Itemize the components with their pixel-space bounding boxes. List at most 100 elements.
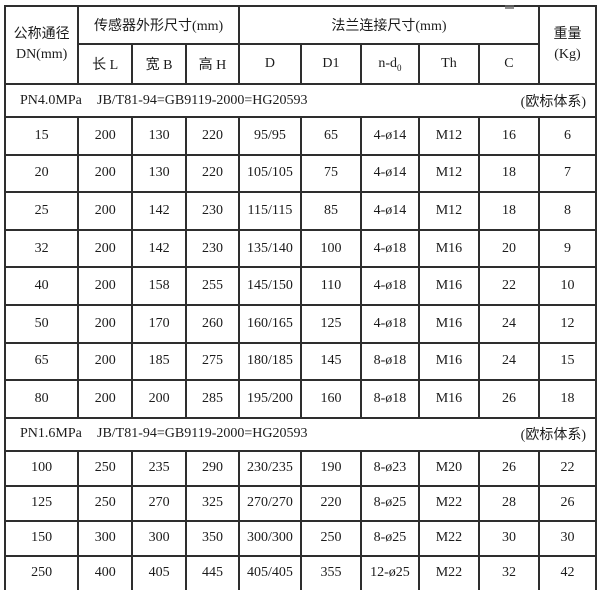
table-cell: 18 [477,153,540,194]
header-weight: 重量 (Kg) [537,5,598,85]
table-cell: 200 [77,153,134,194]
table-cell: 235 [131,449,188,487]
table-cell: 32 [477,554,540,590]
table-cell: 18 [477,191,540,231]
table-cell: 275 [185,341,240,382]
table-cell: 325 [185,484,240,522]
table-cell: 15 [3,116,80,156]
table-cell: 32 [3,228,80,269]
table-cell: 115/115 [237,191,302,231]
table-cell: 6 [537,116,598,156]
section-header-cell: PN4.0MPa JB/T81-94=GB9119-2000=HG20593 (欧标… [4,83,597,118]
table-cell: 145/150 [237,266,302,306]
table-cell: 355 [299,554,362,590]
table-row: 250 400 405 445 405/405 355 12-ø25 M22 32 42 [3,554,598,590]
table-cell: M16 [417,379,480,419]
table-cell: 30 [537,519,598,557]
table-cell: 20 [3,153,80,194]
table-cell: 65 [3,341,80,382]
table-cell: 285 [185,379,240,419]
header-weight-line1: 重量 [553,26,582,42]
table-row: 25 200 142 230 115/115 85 4-ø14 M12 18 8 [3,191,598,231]
table-row: 20 200 130 220 105/105 75 4-ø14 M12 18 7 [3,153,598,194]
table-cell: 135/140 [237,228,302,269]
header-nominal-diameter-line2: DN(mm) [15,47,68,62]
table-cell: 4-ø18 [359,303,420,344]
table-cell: 300 [131,519,188,557]
header-th: Th [417,43,480,85]
header-nominal-diameter-line1: 公称通径 [13,26,70,42]
table-cell: 270/270 [237,484,302,522]
table-cell: 145 [299,341,362,382]
table-cell: 158 [131,266,188,306]
section-header-row: PN1.6MPa JB/T81-94=GB9119-2000=HG20593 (欧标… [4,416,597,452]
table-cell: 40 [3,266,80,306]
table-cell: 200 [131,379,188,419]
header-weight-line2: (Kg) [554,47,581,62]
table-cell: 160 [299,379,362,419]
table-cell: 350 [185,519,240,557]
header-sensor-dimensions-group: 传感器外形尺寸(mm) [77,5,240,45]
table-cell: M22 [417,519,480,557]
header-width-b: 宽 B [131,43,188,85]
table-cell: 8-ø25 [359,519,420,557]
table-cell: 8-ø23 [359,449,420,487]
flange-standard-label: JB/T81-94=GB9119-2000=HG20593 [97,92,308,108]
header-d1: D1 [299,43,362,85]
header-row-subcolumns: 长 L 宽 B 高 H D D1 n-d0 Th C [5,43,596,85]
header-d: D [237,43,302,85]
header-flange-dimensions-group: 法兰连接尺寸(mm) [237,5,540,45]
table-body: PN4.0MPa JB/T81-94=GB9119-2000=HG20593 (欧标… [3,83,598,590]
table-cell: 4-ø14 [359,116,420,156]
table-cell: 250 [3,554,80,590]
header-height-h: 高 H [185,43,240,85]
table-row: 65 200 185 275 180/185 145 8-ø18 M16 24 15 [3,341,598,382]
table-cell: 24 [477,303,540,344]
table-cell: 4-ø14 [359,153,420,194]
table-cell: 8-ø25 [359,484,420,522]
table-cell: 4-ø14 [359,191,420,231]
table-cell: 30 [477,519,540,557]
table-cell: 75 [299,153,362,194]
table-cell: 270 [131,484,188,522]
table-cell: 260 [185,303,240,344]
table-cell: 200 [77,116,134,156]
table-cell: M12 [417,191,480,231]
pressure-rating-label: PN1.6MPa [20,426,82,442]
table-cell: 105/105 [237,153,302,194]
table-cell: 100 [3,449,80,487]
header-length-l: 长 L [77,43,134,85]
table-cell: 150 [3,519,80,557]
table-cell: 160/165 [237,303,302,344]
table-cell: 185 [131,341,188,382]
header-row-groups: 公称通径 DN(mm) 传感器外形尺寸(mm) 法兰连接尺寸(mm) 重量 (K… [3,5,598,85]
table-cell: 130 [131,153,188,194]
table-cell: 4-ø18 [359,266,420,306]
table-row: 100 250 235 290 230/235 190 8-ø23 M20 26 22 [3,449,598,487]
table-row: 32 200 142 230 135/140 100 4-ø18 M16 20 9 [3,228,598,269]
table-cell: 8-ø18 [359,379,420,419]
table-cell: 80 [3,379,80,419]
table-cell: 42 [537,554,598,590]
table-cell: 250 [77,449,134,487]
flange-standard-label: JB/T81-94=GB9119-2000=HG20593 [97,426,308,442]
table-cell: 50 [3,303,80,344]
table-cell: 400 [77,554,134,590]
table-cell: 110 [299,266,362,306]
table-cell: 200 [77,303,134,344]
table-cell: M12 [417,153,480,194]
table-cell: 125 [299,303,362,344]
table-cell: 95/95 [237,116,302,156]
table-cell: 230 [185,191,240,231]
table-cell: M16 [417,303,480,344]
table-cell: 12 [537,303,598,344]
table-cell: 405 [131,554,188,590]
table-cell: 250 [299,519,362,557]
table-cell: 10 [537,266,598,306]
table-row: 15 200 130 220 95/95 65 4-ø14 M12 16 6 [3,116,598,156]
table-cell: 220 [299,484,362,522]
table-cell: 200 [77,379,134,419]
table-cell: 300 [77,519,134,557]
standard-note-label: (欧标体系) [520,428,586,444]
table-cell: 9 [537,228,598,269]
